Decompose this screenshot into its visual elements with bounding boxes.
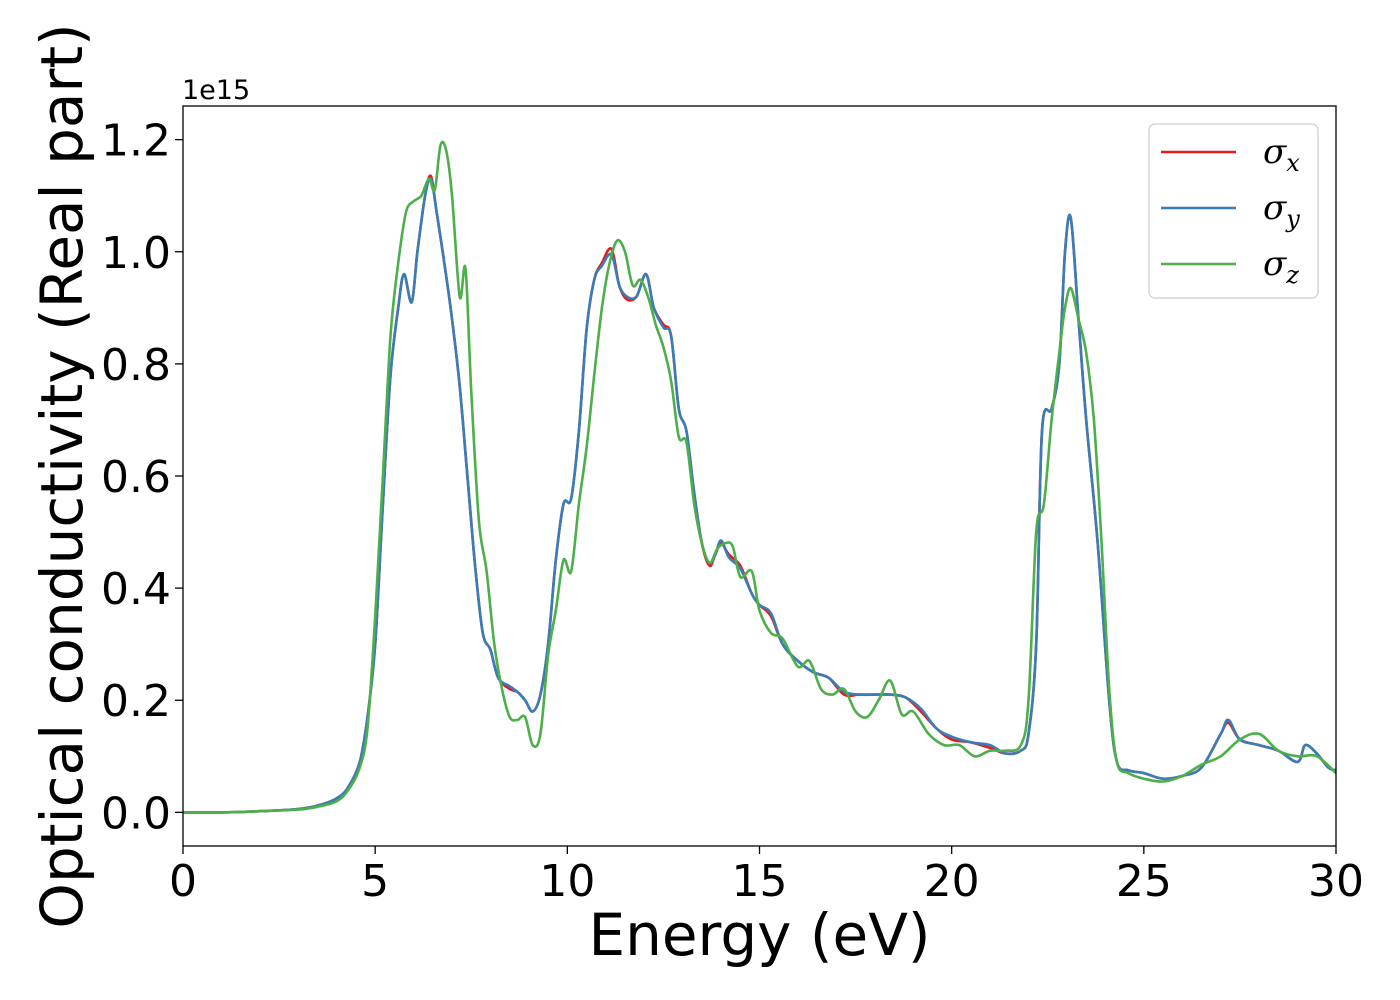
y-tick-label: 0.0 bbox=[101, 788, 171, 839]
y-axis-title: Optical conductivity (Real part) bbox=[28, 23, 96, 928]
x-axis-title: Energy (eV) bbox=[588, 901, 930, 969]
legend-label-x: σx bbox=[1263, 132, 1300, 177]
y-tick-label: 0.2 bbox=[101, 676, 171, 727]
series-line-z bbox=[183, 140, 1336, 814]
y-offset-label: 1e15 bbox=[182, 75, 250, 106]
x-tick-label: 10 bbox=[539, 856, 595, 907]
y-axis-ticks: 0.0 0.2 0.4 0.6 0.8 1.0 1.2 bbox=[101, 116, 183, 839]
y-tick-label: 1.2 bbox=[101, 116, 171, 167]
x-tick-label: 20 bbox=[924, 856, 980, 907]
y-tick-label: 0.6 bbox=[101, 452, 171, 503]
legend-label-z: σz bbox=[1263, 244, 1299, 289]
y-tick-label: 0.8 bbox=[101, 340, 171, 391]
series-layer bbox=[183, 140, 1336, 814]
y-tick-label: 0.4 bbox=[101, 564, 171, 615]
x-axis-ticks: 0 5 10 15 20 25 30 bbox=[169, 846, 1364, 907]
legend-label-y: σy bbox=[1263, 188, 1300, 233]
x-tick-label: 0 bbox=[169, 856, 197, 907]
x-tick-label: 15 bbox=[732, 856, 788, 907]
legend: σx σy σz bbox=[1148, 123, 1319, 299]
x-tick-label: 5 bbox=[361, 856, 389, 907]
legend-box bbox=[1148, 123, 1319, 299]
x-tick-label: 30 bbox=[1308, 856, 1364, 907]
y-tick-label: 1.0 bbox=[101, 228, 171, 279]
x-tick-label: 25 bbox=[1116, 856, 1172, 907]
